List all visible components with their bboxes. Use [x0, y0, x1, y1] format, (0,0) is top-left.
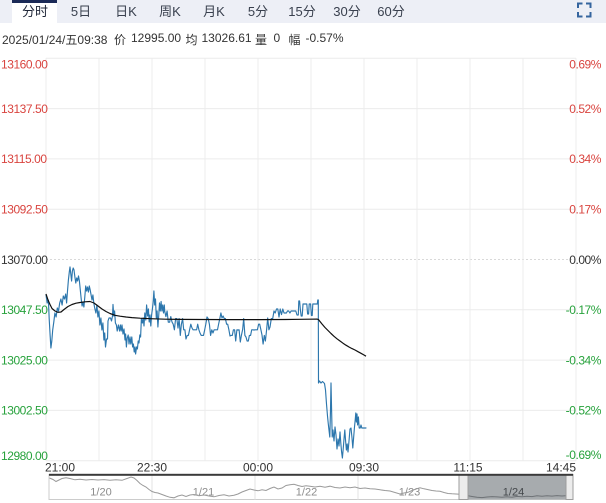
- svg-text:-0.34%: -0.34%: [566, 353, 602, 367]
- svg-text:0.52%: 0.52%: [569, 102, 602, 116]
- svg-text:21:00: 21:00: [45, 461, 75, 475]
- svg-text:-0.17%: -0.17%: [566, 303, 602, 317]
- svg-text:13025.00: 13025.00: [1, 353, 48, 367]
- svg-text:14:45: 14:45: [546, 461, 576, 475]
- svg-text:0.34%: 0.34%: [569, 152, 602, 166]
- svg-text:-0.52%: -0.52%: [566, 404, 602, 418]
- svg-text:13047.50: 13047.50: [1, 303, 48, 317]
- svg-text:22:30: 22:30: [137, 461, 167, 475]
- svg-text:00:00: 00:00: [243, 461, 273, 475]
- svg-text:09:30: 09:30: [349, 461, 379, 475]
- svg-text:1/24: 1/24: [503, 487, 524, 499]
- svg-text:13002.50: 13002.50: [1, 404, 48, 418]
- svg-text:13137.50: 13137.50: [1, 102, 48, 116]
- svg-text:13070.00: 13070.00: [1, 253, 48, 267]
- svg-text:-0.69%: -0.69%: [566, 448, 602, 462]
- svg-text:0.17%: 0.17%: [569, 203, 602, 217]
- svg-text:13160.00: 13160.00: [1, 58, 48, 72]
- svg-text:13092.50: 13092.50: [1, 203, 48, 217]
- svg-text:0.69%: 0.69%: [569, 58, 602, 72]
- svg-text:1/20: 1/20: [90, 487, 111, 499]
- svg-text:12980.00: 12980.00: [1, 449, 48, 463]
- svg-text:11:15: 11:15: [453, 461, 482, 475]
- svg-text:1/22: 1/22: [296, 487, 317, 499]
- svg-text:0.00%: 0.00%: [569, 253, 602, 267]
- svg-text:13115.00: 13115.00: [1, 152, 47, 166]
